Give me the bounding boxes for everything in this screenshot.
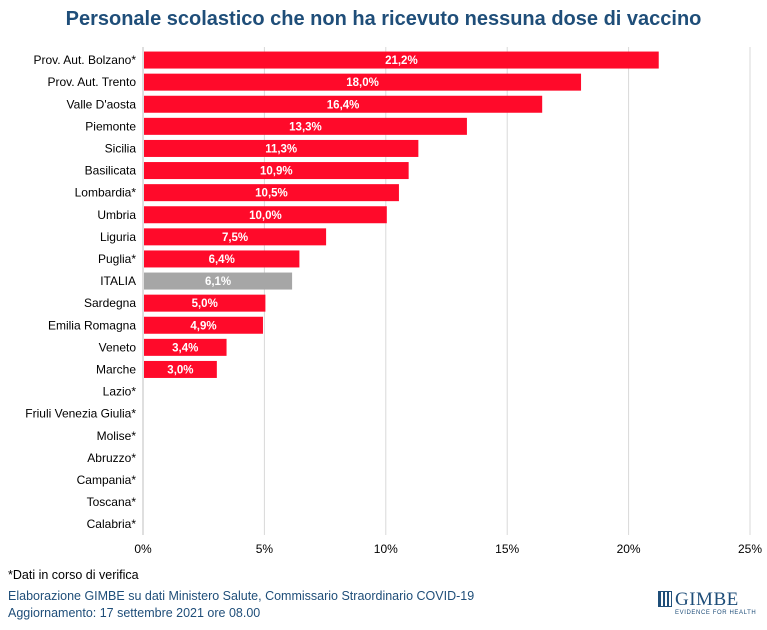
x-tick-label: 5%: [256, 542, 274, 556]
data-label: 13,3%: [289, 121, 322, 133]
bar: [144, 360, 217, 378]
data-label: 6,4%: [209, 254, 235, 266]
category-label: Piemonte: [85, 119, 136, 133]
category-label: Marche: [96, 362, 136, 376]
data-label: 21,2%: [385, 55, 418, 67]
source-note: Elaborazione GIMBE su dati Ministero Sal…: [8, 589, 475, 603]
category-label: Abruzzo*: [87, 451, 136, 465]
category-label: Veneto: [99, 340, 137, 354]
bar: [144, 228, 327, 246]
bar: [144, 73, 582, 91]
data-label: 11,3%: [265, 143, 297, 155]
bar: [144, 338, 227, 356]
data-label: 5,0%: [192, 298, 218, 310]
footnote: *Dati in corso di verifica: [8, 568, 139, 582]
data-label: 10,0%: [249, 210, 282, 222]
data-label: 3,4%: [172, 342, 198, 354]
bar: [144, 316, 263, 334]
category-label: Friuli Venezia Giulia*: [25, 407, 136, 421]
category-label: Calabria*: [87, 517, 137, 531]
category-label: Puglia*: [98, 252, 136, 266]
category-label: Sicilia: [105, 141, 137, 155]
data-label: 7,5%: [222, 232, 248, 244]
logo-name: GIMBE: [675, 589, 739, 610]
data-label: 10,5%: [255, 188, 288, 200]
bar: [144, 206, 387, 224]
x-tick-label: 0%: [134, 542, 152, 556]
data-label: 6,1%: [205, 276, 231, 288]
category-label: Toscana*: [87, 495, 137, 509]
bar: [144, 139, 419, 157]
bar: [144, 272, 293, 290]
update-note: Aggiornamento: 17 settembre 2021 ore 08.…: [8, 606, 261, 620]
bar: [144, 250, 300, 268]
chart-title: Personale scolastico che non ha ricevuto…: [65, 8, 702, 30]
category-label: Liguria: [100, 230, 136, 244]
bar: [144, 162, 409, 180]
x-tick-label: 25%: [738, 542, 762, 556]
category-label: Molise*: [97, 429, 137, 443]
category-label: Umbria: [97, 208, 136, 222]
data-label: 18,0%: [346, 77, 379, 89]
category-label: Emilia Romagna: [48, 318, 136, 332]
bar: [144, 95, 543, 113]
x-tick-label: 10%: [374, 542, 398, 556]
category-label: Lombardia*: [75, 186, 137, 200]
logo-mark-icon: [658, 591, 672, 607]
category-label: Sardegna: [84, 296, 136, 310]
category-label: ITALIA: [100, 274, 136, 288]
category-label: Prov. Aut. Trento: [48, 75, 137, 89]
x-tick-label: 20%: [617, 542, 641, 556]
x-tick-label: 15%: [495, 542, 519, 556]
category-label: Basilicata: [85, 164, 137, 178]
category-label: Campania*: [77, 473, 137, 487]
logo-tagline: EVIDENCE FOR HEALTH: [675, 610, 757, 616]
category-label: Prov. Aut. Bolzano*: [33, 53, 136, 67]
gimbe-logo: GIMBE EVIDENCE FOR HEALTH: [658, 589, 758, 621]
bar: [144, 184, 399, 202]
data-label: 10,9%: [260, 166, 293, 178]
data-label: 4,9%: [190, 320, 216, 332]
bar: [144, 51, 659, 69]
bar: [144, 117, 467, 135]
bar: [144, 294, 266, 312]
category-label: Lazio*: [103, 385, 137, 399]
category-label: Valle D'aosta: [67, 97, 137, 111]
data-label: 16,4%: [327, 99, 360, 111]
data-label: 3,0%: [167, 364, 193, 376]
